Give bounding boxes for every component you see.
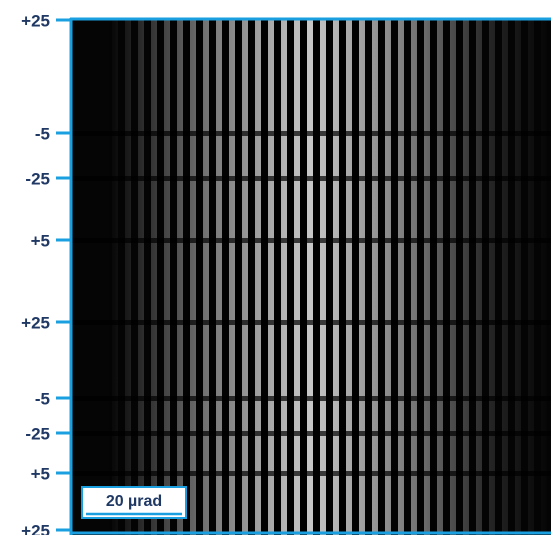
fringes <box>70 18 551 535</box>
axis-label: -5 <box>35 124 50 143</box>
axis-label: +5 <box>31 464 50 483</box>
seam <box>70 131 551 136</box>
figure: +25 -5 -25 +5 +25 -5 -25 +5 +25 20 µrad <box>0 0 551 535</box>
axis-label: +25 <box>21 11 50 30</box>
scale-bar-label: 20 µrad <box>106 493 162 510</box>
axis-label: -25 <box>25 424 50 443</box>
axis-label: -5 <box>35 389 50 408</box>
seam <box>70 471 551 476</box>
axis-label: +25 <box>21 521 50 535</box>
seam <box>70 396 551 401</box>
axis-label: -25 <box>25 169 50 188</box>
seam <box>70 320 551 325</box>
axis-label: +25 <box>21 313 50 332</box>
seam <box>70 431 551 436</box>
axis-label: +5 <box>31 231 50 250</box>
seam <box>70 176 551 181</box>
seam <box>70 238 551 243</box>
